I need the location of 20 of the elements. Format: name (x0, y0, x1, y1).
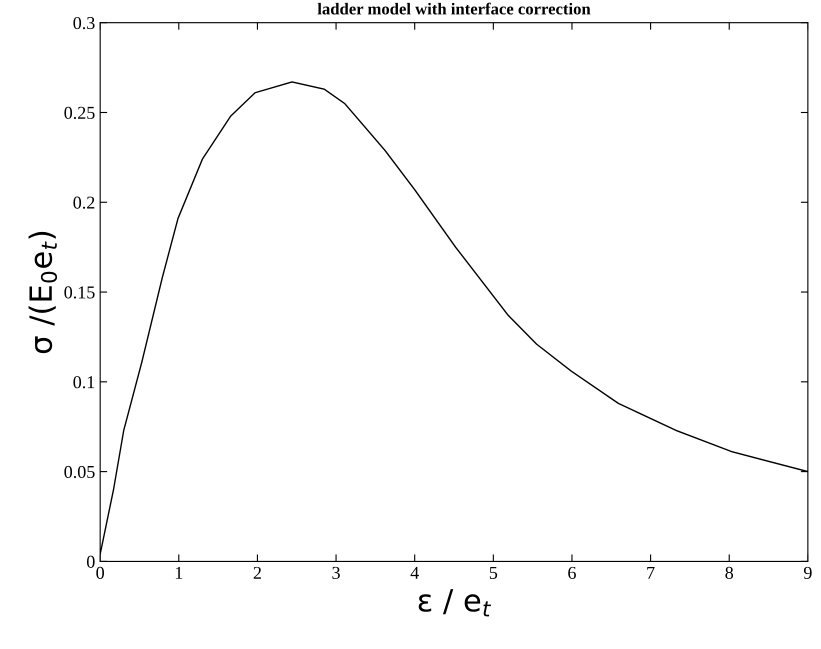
y-tick-label: 0.15 (64, 286, 95, 299)
x-tick-label: 6 (568, 566, 576, 579)
x-tick-label: 8 (725, 566, 734, 579)
x-tick-label: 5 (490, 566, 498, 579)
x-tick-label: 4 (410, 566, 419, 579)
chart-title: ladder model with interface correction (318, 2, 590, 15)
y-tick-label: 0.2 (73, 196, 94, 209)
y-tick-label: 0.25 (64, 106, 95, 120)
x-axis-title: ε / e$_{t}$ (418, 589, 492, 616)
x-tick-label: 0 (96, 566, 104, 579)
x-tick-label: 3 (332, 566, 340, 579)
x-tick-label: 1 (176, 566, 182, 579)
x-tick-label: 9 (804, 566, 812, 579)
y-axis-title: σ /(E$_{0}$e$_{t}$) (28, 232, 58, 354)
y-tick-label: 0.3 (73, 16, 95, 30)
x-tick-label: 7 (647, 566, 655, 579)
y-tick-label: 0 (86, 556, 95, 568)
y-tick-label: 0.05 (64, 466, 95, 478)
y-tick-label: 0.1 (73, 376, 94, 388)
x-tick-label: 2 (254, 566, 261, 579)
